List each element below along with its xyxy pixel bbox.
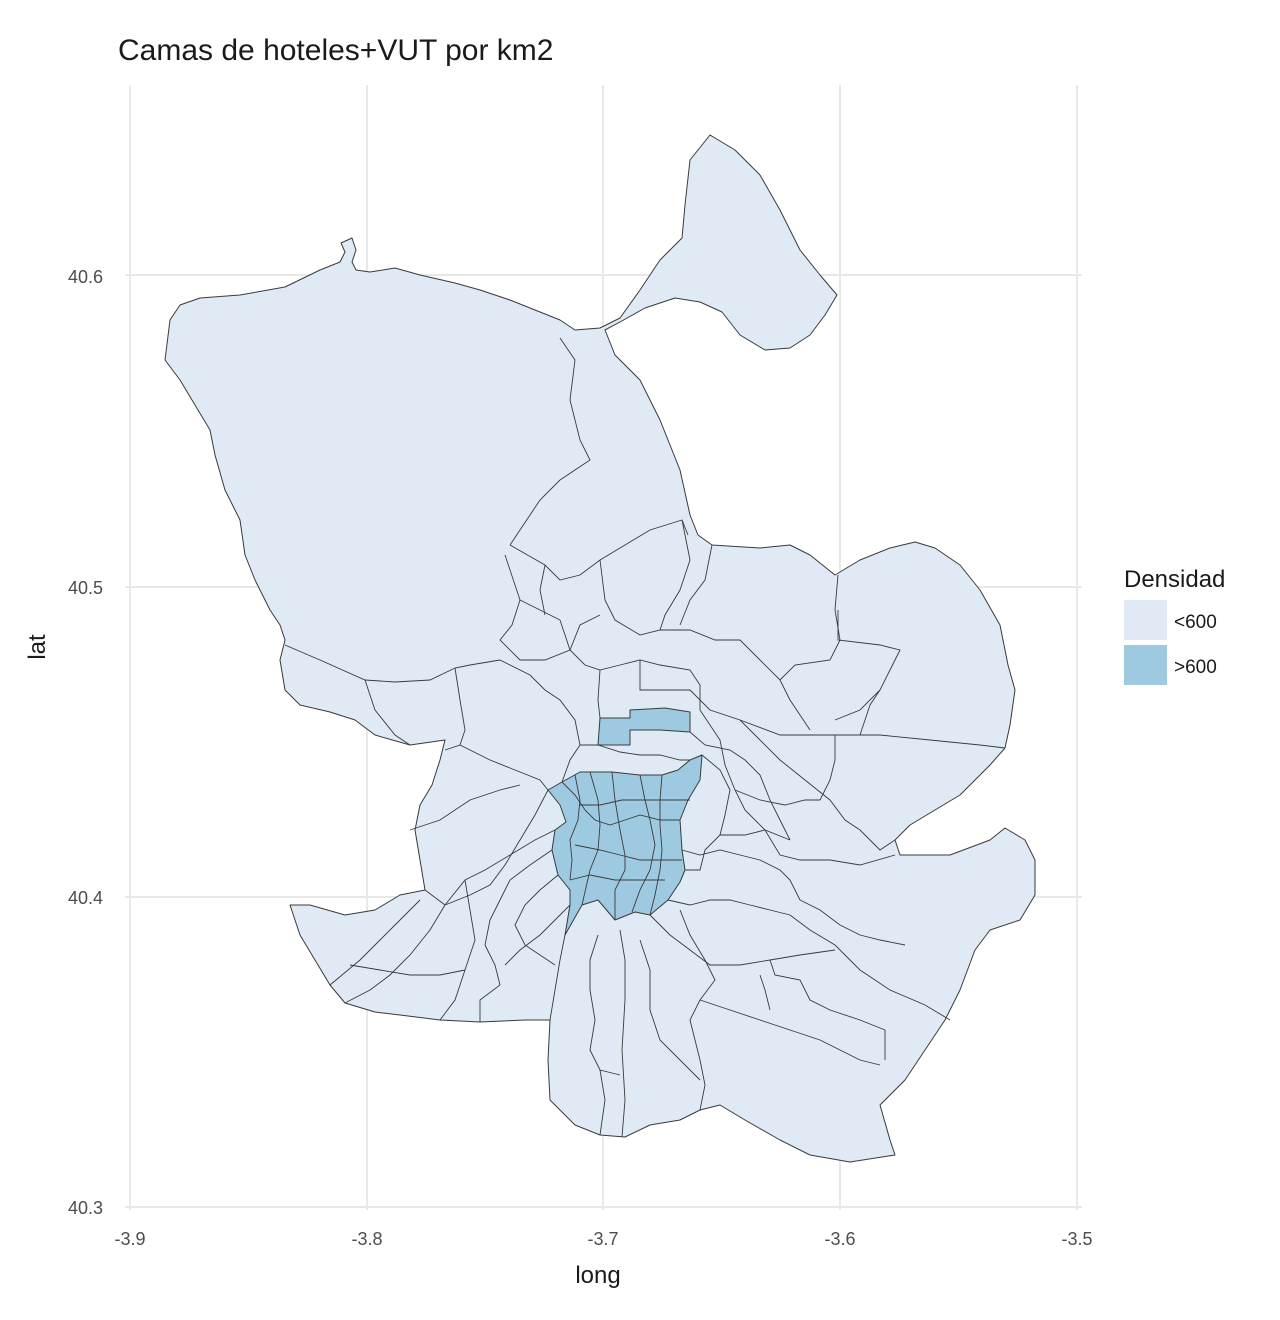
legend-title: Densidad xyxy=(1124,566,1225,593)
x-tick-label: -3.5 xyxy=(1061,1229,1092,1249)
y-tick-label: 40.4 xyxy=(68,888,103,908)
x-tick-label: -3.6 xyxy=(824,1229,855,1249)
x-tick-label: -3.9 xyxy=(114,1229,145,1249)
madrid-map xyxy=(164,134,1036,1163)
district-boundaries xyxy=(284,337,1006,1138)
legend-label-low: <600 xyxy=(1174,612,1217,633)
y-axis-ticks: 40.3 40.4 40.5 40.6 xyxy=(68,267,103,1218)
legend-swatch-low xyxy=(1124,600,1167,640)
legend-swatch-high xyxy=(1124,645,1167,685)
y-tick-label: 40.3 xyxy=(68,1198,103,1218)
y-tick-label: 40.6 xyxy=(68,267,103,287)
legend: Densidad <600 >600 xyxy=(1124,566,1225,685)
x-axis-title: long xyxy=(575,1262,620,1289)
legend-label-high: >600 xyxy=(1174,657,1217,678)
region-low-density xyxy=(164,134,1036,1163)
x-tick-label: -3.7 xyxy=(587,1229,618,1249)
y-axis-title: lat xyxy=(24,634,51,660)
chart-title: Camas de hoteles+VUT por km2 xyxy=(118,34,553,67)
y-tick-label: 40.5 xyxy=(68,578,103,598)
x-axis-ticks: -3.9 -3.8 -3.7 -3.6 -3.5 xyxy=(114,1229,1092,1249)
x-tick-label: -3.8 xyxy=(351,1229,382,1249)
